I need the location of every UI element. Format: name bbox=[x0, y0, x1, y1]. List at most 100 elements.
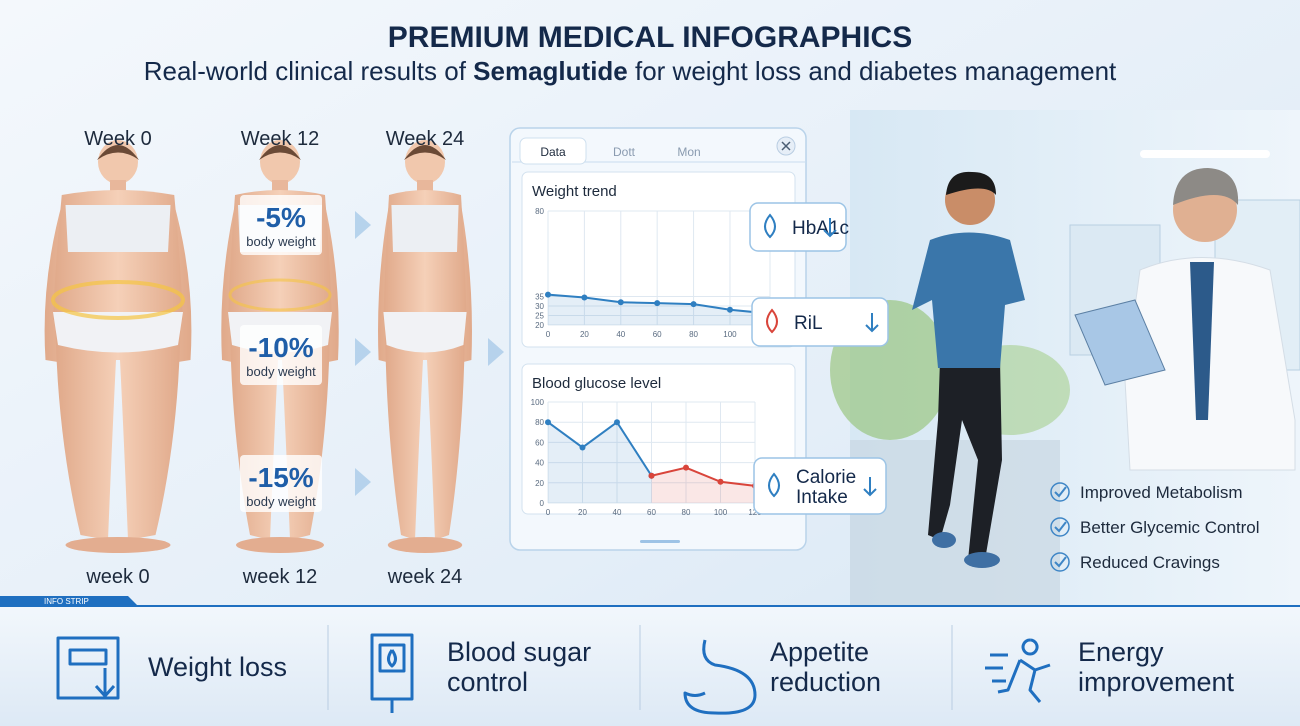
metric-pill bbox=[751, 297, 889, 347]
chevron bbox=[355, 211, 371, 239]
feature-icon bbox=[370, 633, 414, 713]
feature-icon bbox=[683, 639, 757, 715]
y-tick-label: 80 bbox=[535, 207, 544, 216]
briefs bbox=[383, 312, 467, 353]
shoe bbox=[964, 552, 1000, 568]
x-tick-label: 100 bbox=[723, 330, 737, 339]
tab: Dott bbox=[613, 145, 636, 159]
body-figure bbox=[44, 140, 192, 553]
point bbox=[648, 472, 655, 479]
progress-dots bbox=[640, 540, 680, 543]
path-ground bbox=[850, 440, 1060, 606]
feature-label: improvement bbox=[1078, 667, 1235, 697]
metric-pill bbox=[753, 457, 887, 515]
hair bbox=[259, 145, 301, 160]
line bbox=[651, 466, 756, 487]
body-figure bbox=[378, 140, 472, 553]
feature-icon bbox=[985, 638, 1051, 703]
feet bbox=[387, 537, 463, 553]
check-mark bbox=[1054, 556, 1067, 568]
strip-tab bbox=[0, 596, 138, 606]
x-tick-label: 0 bbox=[546, 508, 551, 517]
feature-label: Blood sugar bbox=[447, 637, 591, 667]
chevron bbox=[355, 338, 371, 366]
point bbox=[545, 291, 551, 298]
point bbox=[726, 306, 733, 313]
hair bbox=[404, 145, 446, 160]
x-tick-label: 20 bbox=[578, 508, 587, 517]
feature-label: reduction bbox=[770, 667, 881, 697]
runner-hair bbox=[946, 171, 996, 195]
check-item: Better Glycemic Control bbox=[1080, 518, 1260, 537]
waist-glow bbox=[51, 280, 185, 320]
badge-text: body weight bbox=[246, 494, 316, 509]
tab: Data bbox=[540, 145, 566, 159]
waist-glow bbox=[228, 278, 332, 312]
badge bbox=[240, 325, 322, 385]
runner-shirt bbox=[912, 232, 1025, 368]
x-tick-label: 60 bbox=[647, 508, 656, 517]
arms bbox=[378, 200, 472, 362]
subtitle-part: for weight loss and diabetes management bbox=[628, 56, 1117, 86]
point bbox=[690, 301, 697, 308]
content: Week 0 week 0 Week 12 week 12 Week 24 week 24… bbox=[0, 127, 1300, 726]
chevron bbox=[488, 338, 504, 366]
x-tick-label: 60 bbox=[653, 330, 662, 339]
week-label: Week 12 bbox=[241, 128, 320, 150]
y-tick-label: 100 bbox=[531, 398, 545, 407]
badge bbox=[240, 455, 322, 512]
x-tick-label: 100 bbox=[714, 508, 728, 517]
metric-label: Calorie bbox=[796, 467, 856, 488]
down-arrow bbox=[823, 218, 837, 238]
chart-card bbox=[521, 171, 796, 348]
strip-label: INFO STRIP bbox=[44, 597, 89, 606]
line bbox=[547, 420, 653, 477]
legs bbox=[385, 330, 465, 540]
ceiling-light bbox=[1140, 150, 1270, 158]
week-label: week 24 bbox=[387, 566, 463, 588]
drop-icon bbox=[764, 213, 776, 239]
tablet bbox=[1074, 299, 1166, 386]
metric-label: HbA1c bbox=[792, 218, 849, 239]
point bbox=[717, 478, 724, 485]
badge bbox=[240, 195, 322, 255]
top bbox=[391, 205, 459, 252]
down-arrow bbox=[865, 313, 879, 333]
arms bbox=[44, 200, 192, 362]
point bbox=[683, 464, 689, 471]
doctor-hair bbox=[1173, 168, 1239, 205]
y-tick-label: 30 bbox=[535, 302, 544, 311]
feature-label: Weight loss bbox=[148, 652, 287, 682]
x-tick-label: 120 bbox=[748, 508, 762, 517]
y-tick-label: 35 bbox=[535, 293, 544, 302]
close-icon bbox=[781, 141, 791, 151]
week-label: week 0 bbox=[85, 566, 149, 588]
metric-pill bbox=[749, 202, 847, 252]
y-tick-label: 80 bbox=[535, 418, 544, 427]
y-tick-label: 20 bbox=[535, 479, 544, 488]
drop-icon bbox=[766, 308, 778, 334]
area bbox=[548, 422, 652, 503]
down-arrow bbox=[863, 477, 877, 497]
metric-label: Intake bbox=[796, 487, 848, 508]
chart-title: Weight trend bbox=[532, 183, 617, 200]
doctor-tie bbox=[1190, 262, 1214, 420]
week-label: Week 0 bbox=[84, 128, 151, 150]
y-tick-label: 25 bbox=[535, 312, 544, 321]
chart-title: Blood glucose level bbox=[532, 375, 661, 392]
badge-value: -10% bbox=[248, 332, 313, 363]
check-item: Reduced Cravings bbox=[1080, 553, 1220, 572]
strip bbox=[0, 606, 1300, 726]
subtitle: Real-world clinical results of Semagluti… bbox=[144, 56, 1117, 86]
feature-icon bbox=[56, 636, 120, 700]
title: PREMIUM MEDICAL INFOGRAPHICS bbox=[388, 21, 912, 54]
y-tick-label: 20 bbox=[535, 321, 544, 330]
briefs bbox=[53, 312, 183, 353]
point bbox=[614, 419, 620, 426]
badge-value: -5% bbox=[256, 202, 306, 233]
feature-label: Appetite bbox=[770, 637, 869, 667]
y-tick-label: 60 bbox=[535, 438, 544, 447]
chevron bbox=[355, 468, 371, 496]
